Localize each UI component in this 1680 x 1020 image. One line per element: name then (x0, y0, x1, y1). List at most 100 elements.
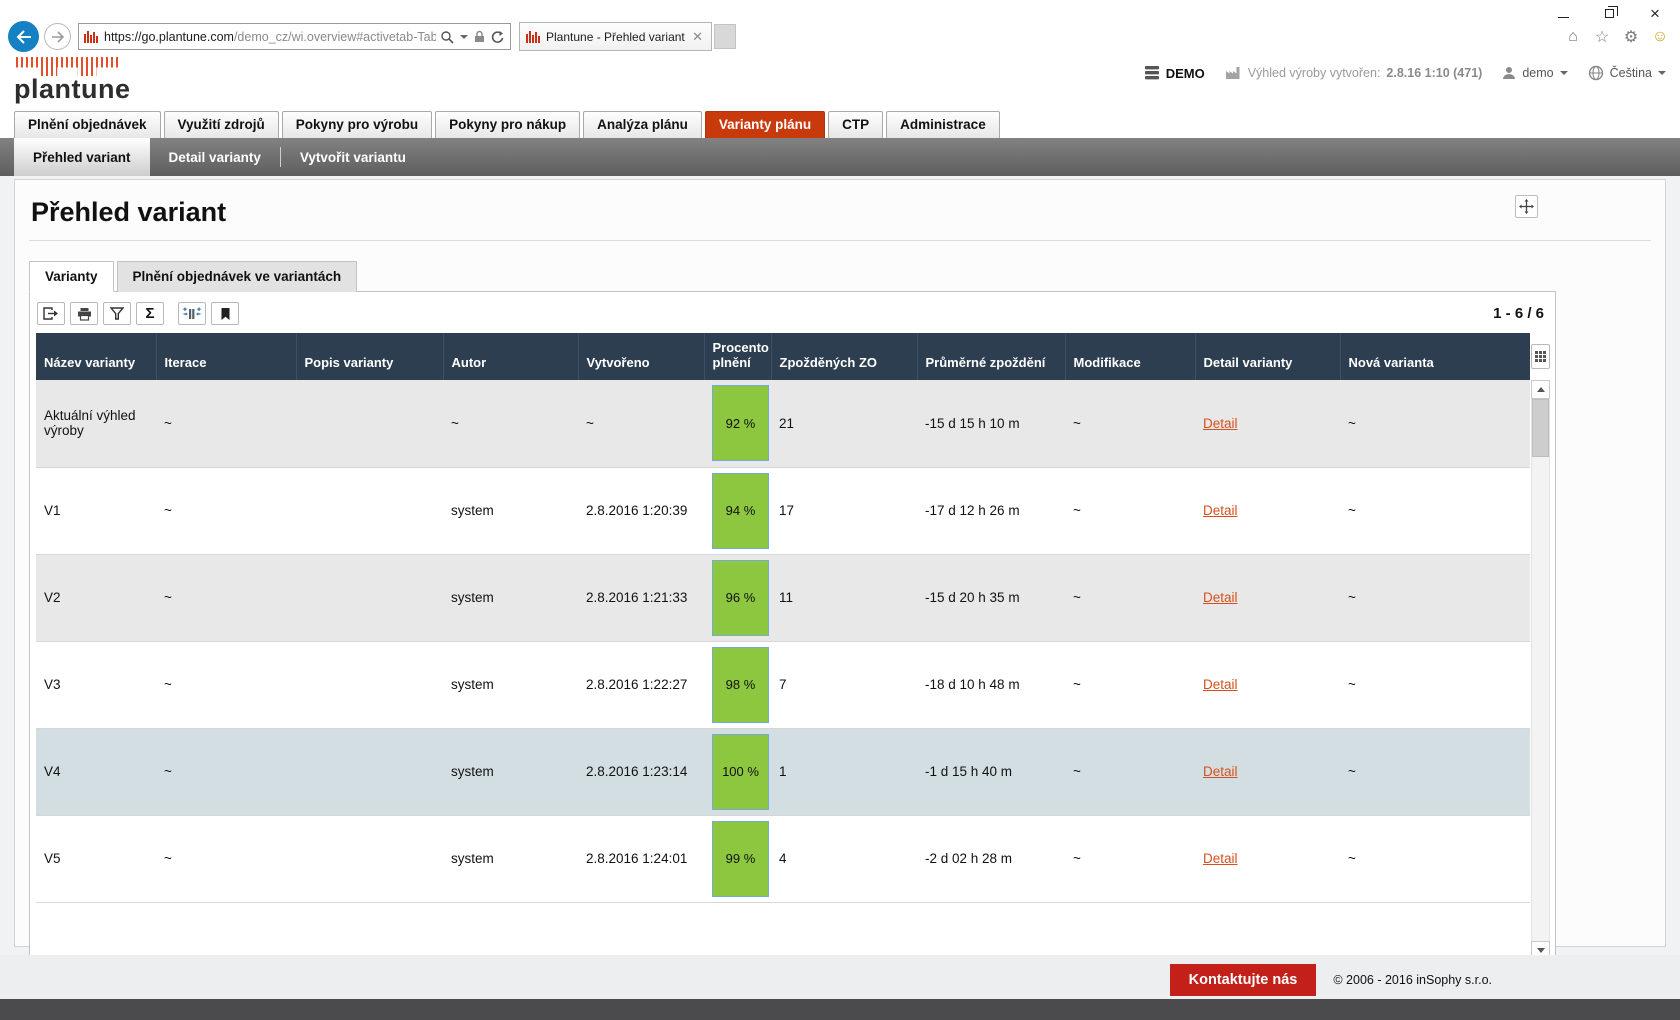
language-dropdown-icon (1658, 71, 1666, 75)
table-row[interactable]: V1 ~ system 2.8.2016 1:20:39 94 % 17 -17… (36, 467, 1530, 555)
browser-tab[interactable]: Plantune - Přehled variant ✕ (519, 22, 712, 51)
user-menu[interactable]: demo (1502, 66, 1568, 80)
col-nazev-varianty[interactable]: Název varianty (36, 333, 157, 380)
detail-link[interactable]: Detail (1203, 851, 1238, 866)
nav-tab-ctp[interactable]: CTP (828, 111, 884, 138)
bookmark-button[interactable] (211, 302, 239, 325)
cell-autor: system (443, 728, 578, 816)
refresh-icon[interactable] (491, 30, 505, 44)
detail-link[interactable]: Detail (1203, 590, 1238, 605)
workspace-indicator[interactable]: DEMO (1144, 66, 1205, 81)
col-iterace[interactable]: Iterace (156, 333, 297, 380)
cell-autor: ~ (443, 380, 578, 468)
scrollbar-track[interactable] (1531, 399, 1550, 941)
user-icon (1503, 67, 1516, 79)
sum-button[interactable]: Σ (136, 302, 164, 325)
varianty-tab-content: Σ 1 - 6 / 6 (29, 291, 1556, 961)
col-detail-varianty[interactable]: Detail varianty (1195, 333, 1341, 380)
language-name: Čeština (1609, 66, 1652, 80)
subnav-prehled-variant[interactable]: Přehled variant (14, 138, 150, 176)
cell-prumerne_zpozdeni: -18 d 10 h 48 m (917, 641, 1065, 729)
footer: Kontaktujte nás © 2006 - 2016 inSophy s.… (0, 955, 1680, 1020)
col-vytvoreno[interactable]: Vytvořeno (578, 333, 705, 380)
cell-vytvoreno: 2.8.2016 1:24:01 (578, 815, 704, 903)
url-path: /demo_cz/wi.overview#activetab-Tabs-0=ta… (233, 29, 436, 44)
percent-fill-box: 96 % (712, 559, 769, 636)
nav-tab-analyza-planu[interactable]: Analýza plánu (583, 111, 702, 138)
col-zpozdenych-zo[interactable]: Zpožděných ZO (771, 333, 918, 380)
close-button[interactable]: × (1650, 3, 1660, 23)
cell-iterace: ~ (156, 554, 296, 642)
table-row[interactable]: V2 ~ system 2.8.2016 1:21:33 96 % 11 -15… (36, 554, 1530, 642)
percent-fill-box: 99 % (712, 820, 769, 897)
restore-button[interactable] (1586, 0, 1632, 26)
nav-tab-administrace[interactable]: Administrace (886, 111, 1000, 138)
settings-gear-icon[interactable]: ⚙ (1623, 29, 1639, 46)
sum-icon: Σ (145, 305, 155, 322)
cell-name: V5 (36, 815, 156, 903)
minimize-button[interactable] (1540, 0, 1586, 26)
col-nova-varianta[interactable]: Nová varianta (1340, 333, 1530, 380)
home-icon[interactable]: ⌂ (1568, 28, 1578, 45)
created-label: Výhled výroby vytvořen: (1247, 66, 1381, 80)
export-button[interactable] (37, 302, 65, 325)
col-modifikace[interactable]: Modifikace (1065, 333, 1196, 380)
col-procento-plneni[interactable]: Procento plnění (704, 333, 772, 380)
forward-button[interactable] (44, 23, 71, 50)
nav-tab-plneni-objednavek[interactable]: Plnění objednávek (14, 111, 161, 138)
forward-arrow-icon (52, 30, 64, 43)
detail-link[interactable]: Detail (1203, 503, 1238, 518)
table-row[interactable]: Aktuální výhled výroby ~ ~ ~ 92 % 21 -15… (36, 380, 1530, 468)
subnav-vytvorit-variantu[interactable]: Vytvořit variantu (299, 149, 406, 165)
tab-varianty[interactable]: Varianty (29, 261, 114, 292)
nav-tab-pokyny-pro-vyrobu[interactable]: Pokyny pro výrobu (281, 111, 433, 138)
detail-link[interactable]: Detail (1203, 677, 1238, 692)
feedback-smiley-icon[interactable]: ☺ (1651, 28, 1669, 45)
nav-tab-varianty-planu[interactable]: Varianty plánu (704, 111, 826, 138)
grid-options-button[interactable] (1531, 344, 1550, 369)
move-widget-button[interactable] (1515, 195, 1538, 218)
user-name: demo (1522, 66, 1554, 80)
tab-close-icon[interactable]: ✕ (692, 28, 703, 44)
footer-dark-bar (0, 999, 1680, 1020)
nav-tab-pokyny-pro-nakup[interactable]: Pokyny pro nákup (435, 111, 581, 138)
grid-toolbar: Σ 1 - 6 / 6 (37, 302, 1548, 325)
language-menu[interactable]: Čeština (1588, 65, 1666, 81)
cell-popis (296, 728, 443, 816)
col-popis-varianty[interactable]: Popis varianty (296, 333, 444, 380)
table-row[interactable]: V4 ~ system 2.8.2016 1:23:14 100 % 1 -1 … (36, 728, 1530, 816)
detail-link[interactable]: Detail (1203, 415, 1238, 431)
col-autor[interactable]: Autor (443, 333, 579, 380)
database-icon (1144, 66, 1159, 80)
table-row[interactable]: V5 ~ system 2.8.2016 1:24:01 99 % 4 -2 d… (36, 815, 1530, 903)
filter-button[interactable] (103, 302, 131, 325)
contact-button[interactable]: Kontaktujte nás (1169, 964, 1317, 996)
copyright-text: © 2006 - 2016 inSophy s.r.o. (1333, 973, 1492, 987)
column-settings-button[interactable] (178, 302, 206, 325)
favorites-star-icon[interactable]: ☆ (1594, 29, 1610, 46)
back-button[interactable] (8, 21, 39, 52)
percent-fill-box: 92 % (712, 385, 769, 462)
scrollbar-thumb[interactable] (1532, 399, 1549, 457)
new-tab-button[interactable] (714, 24, 736, 49)
print-icon (77, 307, 91, 321)
address-bar[interactable]: https://go.plantune.com /demo_cz/wi.over… (78, 23, 511, 50)
cell-modifikace: ~ (1065, 467, 1195, 555)
detail-link[interactable]: Detail (1203, 764, 1238, 779)
pagination-label: 1 - 6 / 6 (1493, 305, 1544, 322)
cell-iterace: ~ (156, 641, 296, 729)
search-icon[interactable] (440, 30, 454, 44)
tab-plneni-objednavek-ve-variantach[interactable]: Plnění objednávek ve variantách (116, 261, 358, 292)
address-dropdown-icon[interactable] (460, 34, 468, 39)
app-header: plantune DEMO Výhled výroby vytvořen: 2.… (0, 55, 1680, 108)
table-row[interactable]: V3 ~ system 2.8.2016 1:22:27 98 % 7 -18 … (36, 641, 1530, 729)
plantune-logo[interactable]: plantune (14, 57, 131, 103)
print-button[interactable] (70, 302, 98, 325)
cell-prumerne_zpozdeni: -15 d 20 h 35 m (917, 554, 1065, 642)
percent-fill-box: 94 % (712, 472, 769, 549)
scroll-up-button[interactable] (1531, 380, 1550, 399)
subnav-detail-varianty[interactable]: Detail varianty (168, 149, 261, 165)
nav-tab-vyuziti-zdroju[interactable]: Využití zdrojů (163, 111, 279, 138)
col-prumerne-zpozdeni[interactable]: Průměrné zpoždění (917, 333, 1066, 380)
grid-scrollbar[interactable] (1531, 333, 1550, 960)
